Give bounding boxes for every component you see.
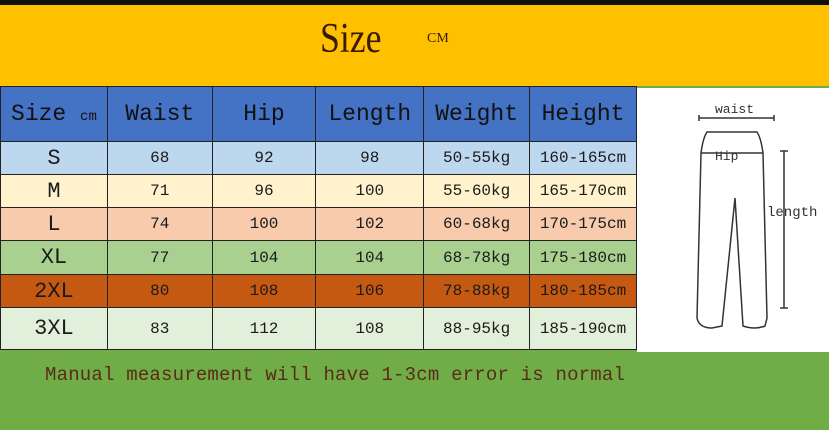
header-height: Height	[529, 86, 637, 142]
cell-hip: 112	[211, 307, 317, 350]
table-row: 3XL 83 112 108 88-95kg 185-190cm	[0, 307, 637, 350]
measurement-note: Manual measurement will have 1-3cm error…	[45, 364, 626, 386]
cell-waist: 77	[106, 240, 213, 275]
cell-length: 106	[315, 274, 425, 308]
cell-waist: 71	[106, 174, 213, 208]
table-row: S 68 92 98 50-55kg 160-165cm	[0, 141, 637, 175]
cell-height: 160-165cm	[529, 141, 637, 175]
cell-weight: 55-60kg	[423, 174, 531, 208]
title-banner: Size CM	[0, 5, 829, 86]
title-unit: CM	[427, 31, 449, 46]
pants-diagram: waist Hip length	[637, 88, 829, 352]
header-size: Size cm	[0, 86, 108, 142]
cell-hip: 104	[211, 240, 317, 275]
cell-weight: 78-88kg	[423, 274, 531, 308]
cell-height: 175-180cm	[529, 240, 637, 275]
top-bar	[0, 0, 829, 5]
cell-waist: 74	[106, 207, 213, 241]
cell-waist: 68	[106, 141, 213, 175]
length-label: length	[767, 205, 817, 221]
cell-height: 170-175cm	[529, 207, 637, 241]
cell-weight: 50-55kg	[423, 141, 531, 175]
cell-length: 104	[315, 240, 425, 275]
cell-height: 165-170cm	[529, 174, 637, 208]
header-hip: Hip	[211, 86, 317, 142]
cell-size: M	[0, 174, 108, 208]
cell-height: 180-185cm	[529, 274, 637, 308]
cell-weight: 88-95kg	[423, 307, 531, 350]
size-table: Size cm Waist Hip Length Weight Height S…	[0, 86, 637, 350]
table-row: 2XL 80 108 106 78-88kg 180-185cm	[0, 274, 637, 308]
table-row: L 74 100 102 60-68kg 170-175cm	[0, 207, 637, 241]
cell-length: 98	[315, 141, 425, 175]
cell-hip: 108	[211, 274, 317, 308]
cell-waist: 80	[106, 274, 213, 308]
cell-size: 2XL	[0, 274, 108, 308]
hip-label: Hip	[715, 149, 738, 164]
cell-size: 3XL	[0, 307, 108, 350]
cell-height: 185-190cm	[529, 307, 637, 350]
cell-hip: 96	[211, 174, 317, 208]
header-row: Size cm Waist Hip Length Weight Height	[0, 86, 637, 142]
header-weight: Weight	[423, 86, 531, 142]
table-row: M 71 96 100 55-60kg 165-170cm	[0, 174, 637, 208]
table-row: XL 77 104 104 68-78kg 175-180cm	[0, 240, 637, 275]
cell-weight: 60-68kg	[423, 207, 531, 241]
cell-hip: 100	[211, 207, 317, 241]
cell-length: 102	[315, 207, 425, 241]
cell-hip: 92	[211, 141, 317, 175]
title: Size	[320, 16, 382, 62]
cell-size: S	[0, 141, 108, 175]
waist-label: waist	[715, 102, 754, 117]
header-length: Length	[315, 86, 425, 142]
cell-length: 100	[315, 174, 425, 208]
cell-waist: 83	[106, 307, 213, 350]
header-waist: Waist	[106, 86, 213, 142]
cell-weight: 68-78kg	[423, 240, 531, 275]
cell-size: XL	[0, 240, 108, 275]
cell-length: 108	[315, 307, 425, 350]
cell-size: L	[0, 207, 108, 241]
